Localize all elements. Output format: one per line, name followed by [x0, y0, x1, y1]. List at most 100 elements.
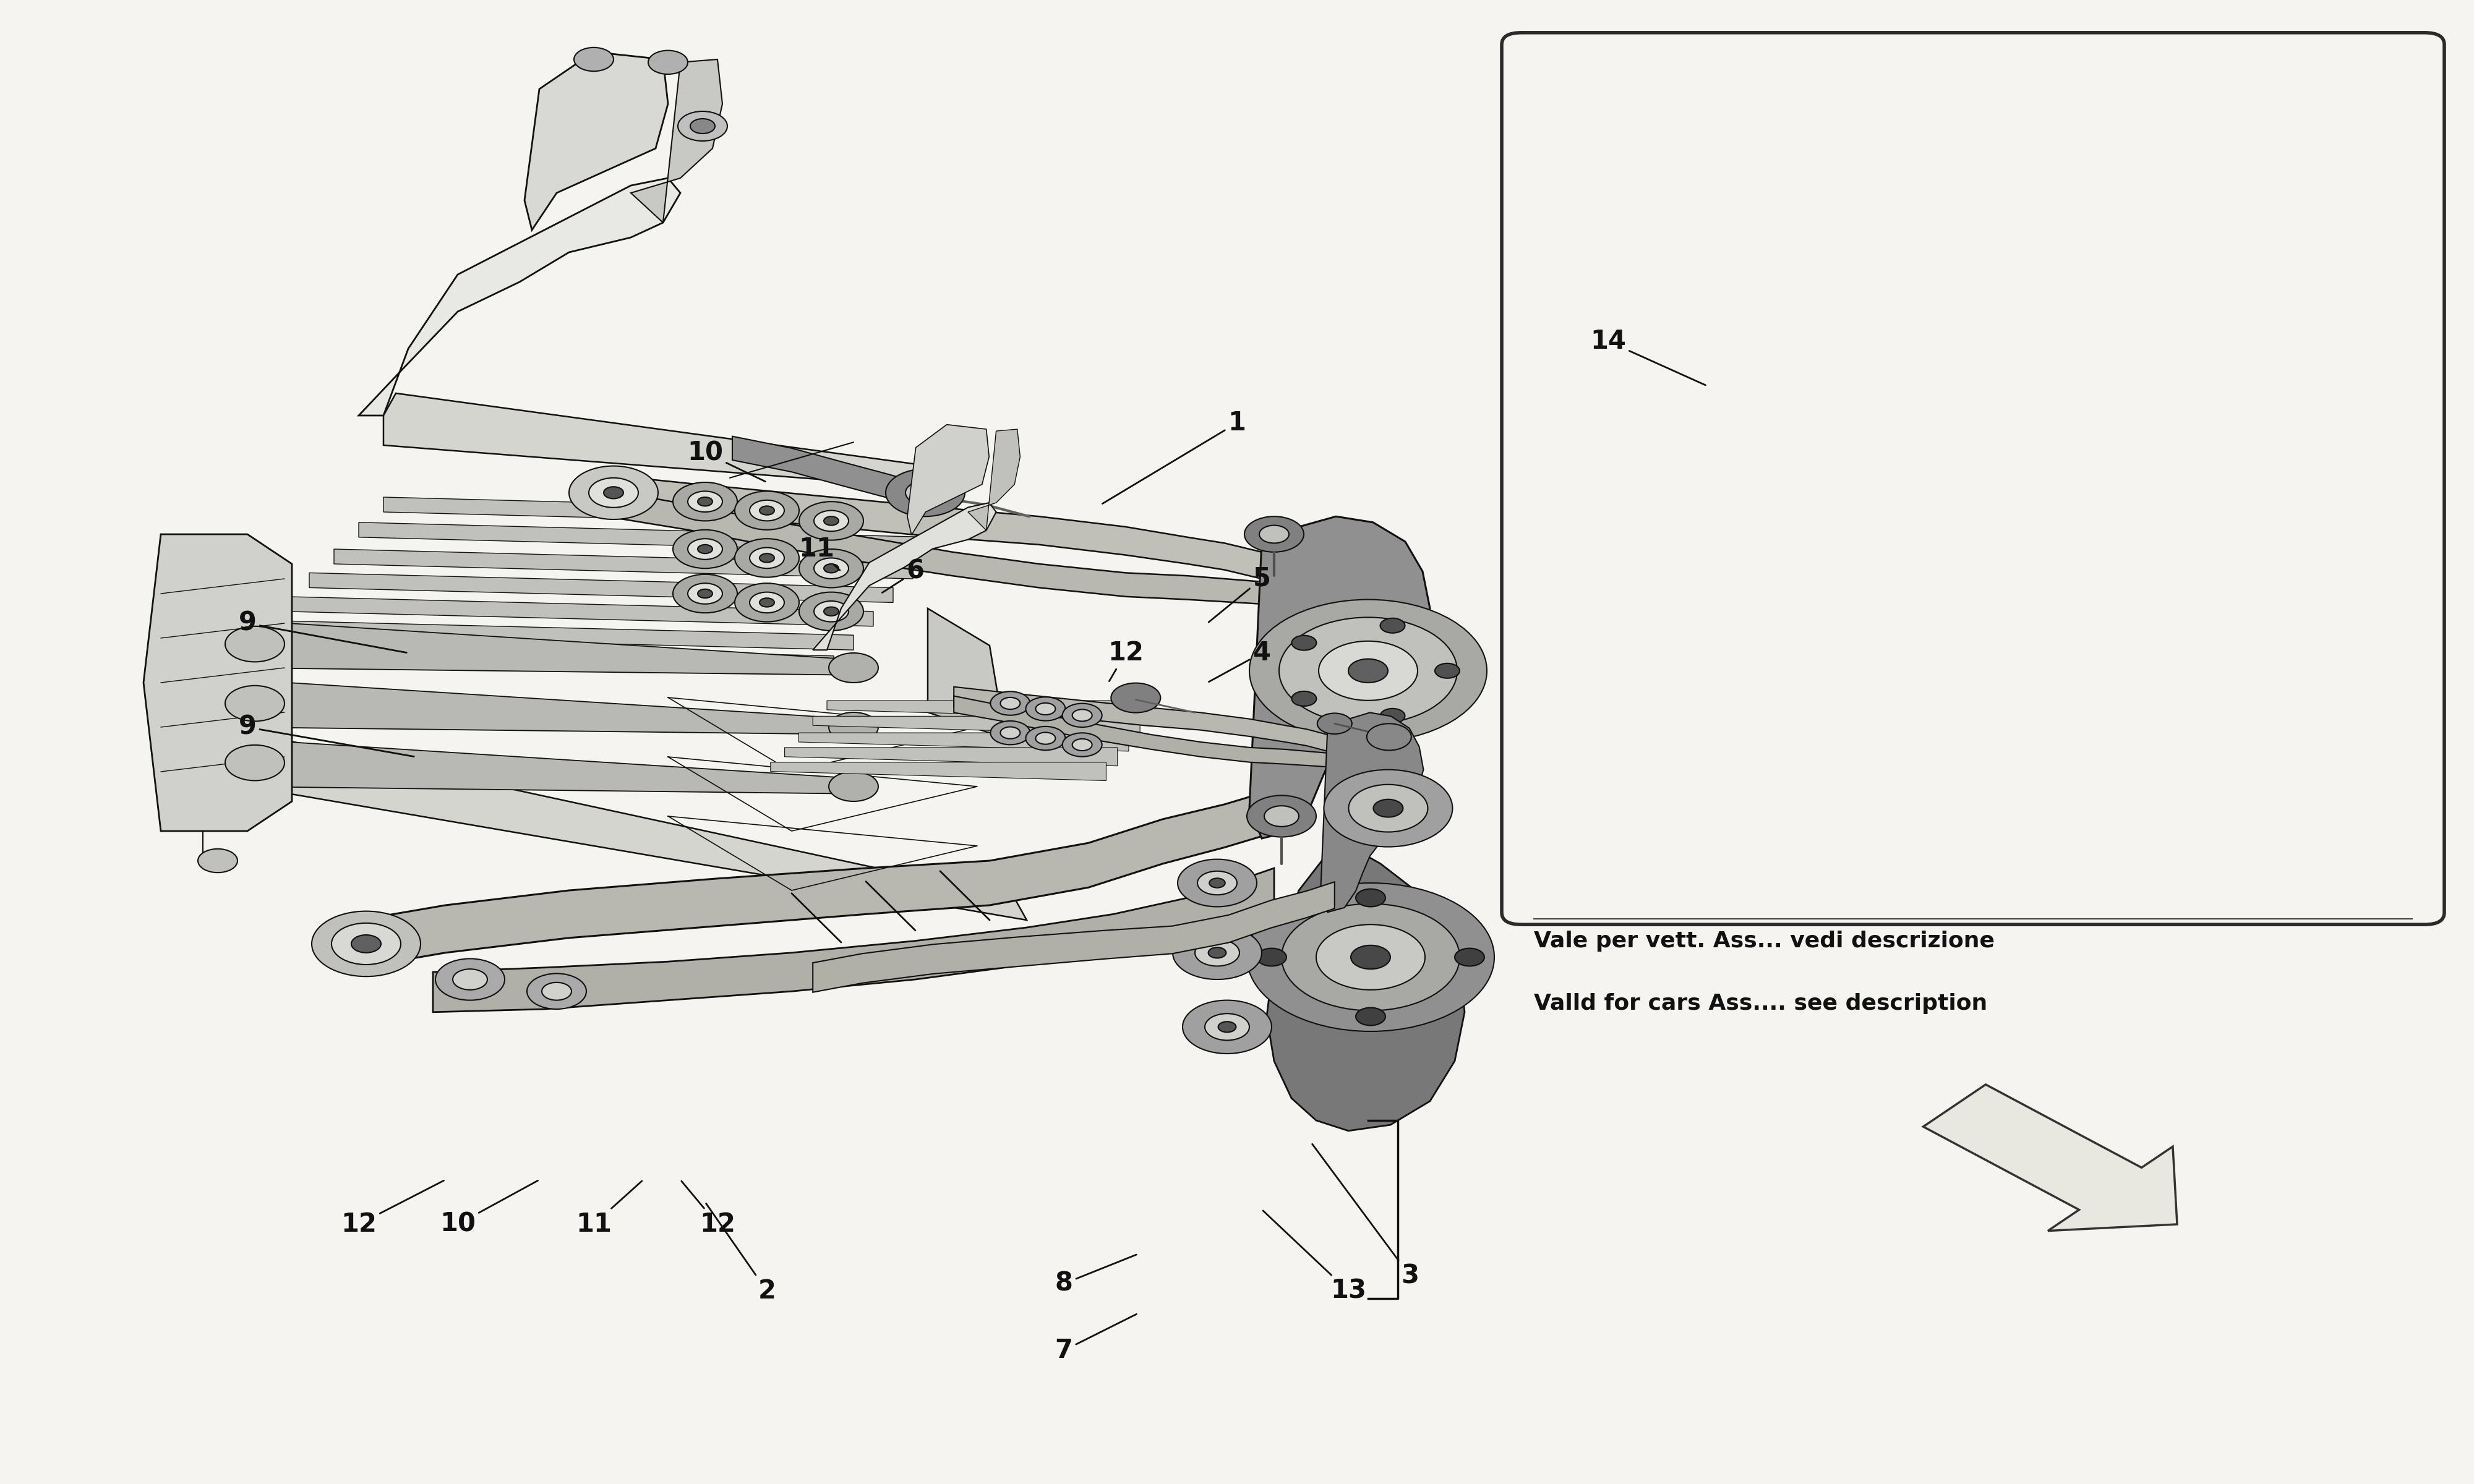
Text: Vale per vett. Ass... vedi descrizione: Vale per vett. Ass... vedi descrizione [1534, 930, 1994, 951]
Polygon shape [524, 52, 668, 230]
Circle shape [1197, 871, 1237, 895]
Circle shape [799, 592, 863, 631]
Polygon shape [814, 503, 997, 650]
Text: 12: 12 [680, 1181, 735, 1238]
Circle shape [824, 516, 839, 525]
Circle shape [824, 564, 839, 573]
Circle shape [1291, 635, 1316, 650]
Circle shape [1348, 659, 1388, 683]
Circle shape [1356, 1008, 1385, 1025]
Circle shape [542, 982, 571, 1000]
Circle shape [435, 959, 505, 1000]
Circle shape [1291, 692, 1316, 706]
Circle shape [1207, 947, 1227, 959]
Polygon shape [143, 534, 292, 831]
FancyBboxPatch shape [1502, 33, 2444, 925]
Circle shape [1037, 733, 1056, 745]
Circle shape [1195, 939, 1239, 966]
Polygon shape [1922, 1085, 2177, 1230]
Polygon shape [631, 59, 722, 223]
Circle shape [688, 583, 722, 604]
Circle shape [1316, 714, 1351, 735]
Circle shape [690, 119, 715, 134]
Circle shape [1071, 709, 1091, 721]
Circle shape [198, 849, 238, 873]
Circle shape [1027, 727, 1066, 751]
Circle shape [886, 469, 965, 516]
Circle shape [750, 548, 784, 568]
Circle shape [225, 626, 285, 662]
Circle shape [673, 574, 737, 613]
Text: 13: 13 [1264, 1211, 1366, 1304]
Circle shape [648, 50, 688, 74]
Text: 11: 11 [576, 1181, 641, 1238]
Circle shape [905, 481, 945, 505]
Polygon shape [242, 680, 866, 735]
Circle shape [999, 727, 1019, 739]
Text: 9: 9 [238, 714, 413, 757]
Circle shape [1356, 889, 1385, 907]
Polygon shape [285, 597, 873, 626]
Polygon shape [359, 789, 1274, 968]
Circle shape [1071, 739, 1091, 751]
Text: 3: 3 [1311, 1144, 1420, 1290]
Circle shape [673, 530, 737, 568]
Circle shape [312, 911, 421, 976]
Polygon shape [940, 445, 960, 490]
Circle shape [688, 491, 722, 512]
Text: 12: 12 [341, 1181, 443, 1238]
Circle shape [1210, 879, 1225, 887]
Circle shape [1249, 600, 1487, 742]
Circle shape [735, 539, 799, 577]
Polygon shape [383, 497, 952, 527]
Polygon shape [784, 748, 1118, 766]
Text: 9: 9 [238, 610, 406, 653]
Circle shape [1217, 1021, 1237, 1033]
Circle shape [688, 539, 722, 559]
Circle shape [814, 558, 849, 579]
Circle shape [814, 510, 849, 531]
Circle shape [990, 721, 1029, 745]
Circle shape [814, 601, 849, 622]
Polygon shape [908, 424, 990, 534]
Polygon shape [928, 608, 999, 735]
Circle shape [332, 923, 401, 965]
Circle shape [799, 502, 863, 540]
Circle shape [799, 549, 863, 588]
Text: 7: 7 [1054, 1315, 1136, 1364]
Circle shape [1435, 663, 1460, 678]
Polygon shape [799, 733, 1128, 751]
Circle shape [1316, 925, 1425, 990]
Circle shape [351, 935, 381, 953]
Circle shape [225, 686, 285, 721]
Polygon shape [247, 735, 1027, 920]
Circle shape [760, 506, 774, 515]
Circle shape [1380, 708, 1405, 723]
Polygon shape [814, 881, 1333, 993]
Polygon shape [955, 696, 1329, 767]
Circle shape [1247, 883, 1494, 1031]
Circle shape [1183, 1000, 1272, 1054]
Circle shape [829, 772, 878, 801]
Polygon shape [359, 522, 933, 552]
Circle shape [1380, 619, 1405, 634]
Circle shape [1061, 733, 1101, 757]
Polygon shape [242, 620, 866, 675]
Circle shape [824, 607, 839, 616]
Polygon shape [1249, 516, 1430, 838]
Polygon shape [235, 641, 834, 671]
Circle shape [1351, 945, 1390, 969]
Circle shape [1257, 948, 1286, 966]
Circle shape [1279, 617, 1457, 724]
Circle shape [673, 482, 737, 521]
Circle shape [1247, 795, 1316, 837]
Text: Valld for cars Ass.... see description: Valld for cars Ass.... see description [1534, 993, 1987, 1014]
Circle shape [829, 653, 878, 683]
Polygon shape [1321, 712, 1423, 913]
Circle shape [999, 697, 1019, 709]
Circle shape [225, 745, 285, 781]
Circle shape [829, 712, 878, 742]
Circle shape [1061, 703, 1101, 727]
Polygon shape [334, 549, 913, 579]
Circle shape [589, 478, 638, 508]
